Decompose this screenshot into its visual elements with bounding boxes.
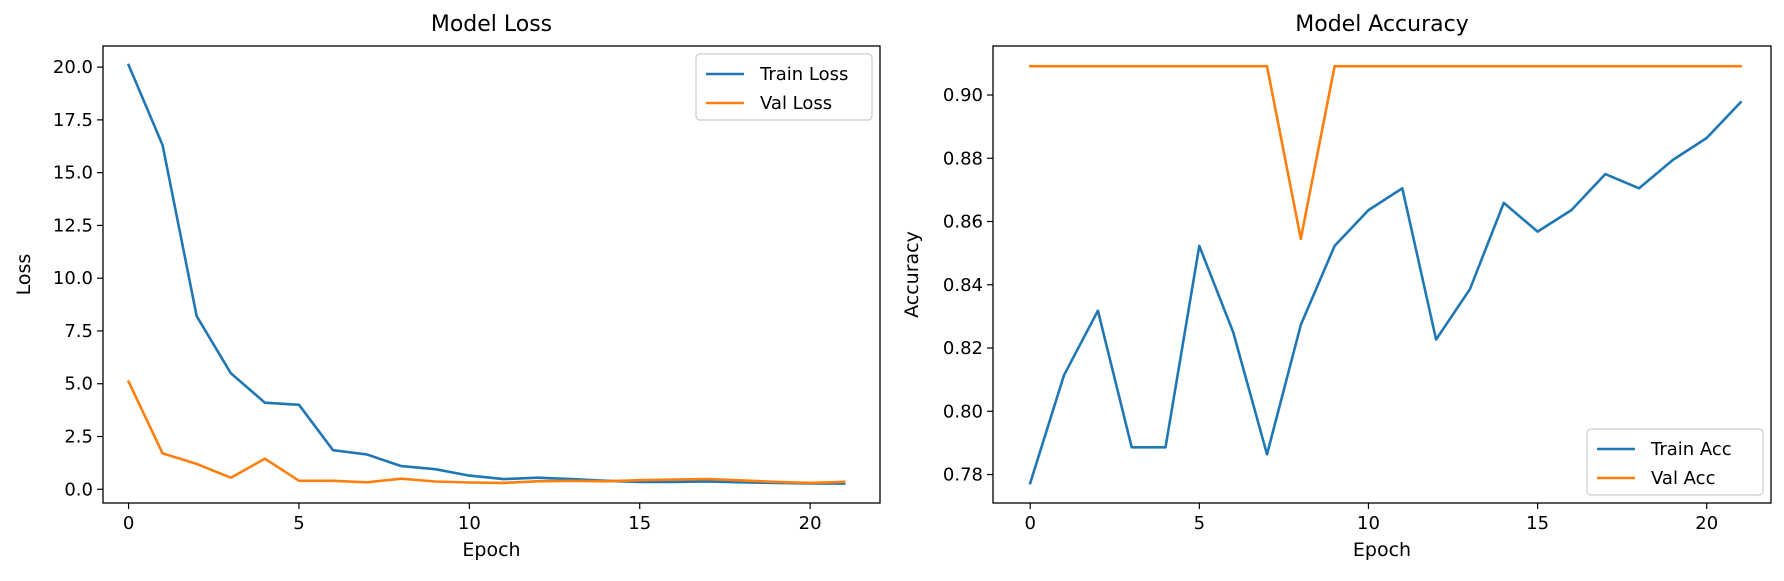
- y-tick-label: 2.5: [64, 427, 93, 448]
- legend-label: Train Loss: [759, 64, 848, 85]
- chart-panel-2: Model Accuracy 0 5 10 15 20 0.78 0.80 0.82 0.84 0.…: [901, 12, 1772, 561]
- y-tick-label: 0.88: [943, 148, 983, 169]
- x-tick-label: 5: [293, 513, 304, 534]
- y-tick-label: 15.0: [53, 163, 93, 184]
- legend-label: Val Loss: [760, 93, 832, 114]
- series-line-val-acc: [1028, 64, 1742, 241]
- x-tick-label: 0: [1024, 513, 1035, 534]
- series-line-train-loss: [126, 63, 846, 485]
- plot-frame: [992, 45, 1772, 504]
- y-tick-label: 7.5: [64, 321, 93, 342]
- legend-label: Train Acc: [1650, 439, 1732, 460]
- x-tick-label: 20: [799, 513, 822, 534]
- y-axis-label: Loss: [13, 254, 35, 296]
- y-tick-label: 10.0: [53, 268, 93, 289]
- y-tick-label: 0.86: [943, 212, 983, 233]
- x-tick-label: 10: [458, 513, 481, 534]
- y-tick-label: 0.82: [943, 338, 983, 359]
- chart-title: Model Accuracy: [1295, 12, 1469, 37]
- x-tick-label: 5: [1194, 513, 1205, 534]
- x-tick-label: 15: [628, 513, 651, 534]
- series-line-train-acc: [1028, 100, 1743, 485]
- y-tick-label: 0.0: [64, 479, 93, 500]
- legend: Train Loss Val Loss: [695, 53, 873, 121]
- y-tick-label: 0.78: [943, 465, 983, 486]
- x-tick-label: 10: [1357, 513, 1380, 534]
- chart-panel-1: Model Loss 0 5 10 15 20 0.0 2.5 5.0 7.5 10.0 12.5 15…: [13, 12, 881, 561]
- y-tick-label: 12.5: [53, 215, 93, 236]
- y-tick-label: 0.84: [943, 275, 983, 296]
- x-tick-label: 15: [1526, 513, 1549, 534]
- x-tick-label: 20: [1695, 513, 1718, 534]
- legend: Train Acc Val Acc: [1586, 428, 1764, 496]
- y-tick-label: 0.80: [943, 401, 983, 422]
- chart-title: Model Loss: [431, 12, 552, 37]
- series-line-val-loss: [126, 379, 846, 485]
- y-tick-label: 0.90: [943, 85, 983, 106]
- y-tick-label: 20.0: [53, 57, 93, 78]
- y-axis-label: Accuracy: [901, 231, 923, 318]
- legend-label: Val Acc: [1651, 468, 1715, 489]
- x-axis-label: Epoch: [1353, 539, 1411, 561]
- y-tick-label: 5.0: [64, 374, 93, 395]
- plot-frame: [102, 45, 881, 504]
- x-axis-label: Epoch: [462, 539, 520, 561]
- y-tick-label: 17.5: [53, 110, 93, 131]
- x-tick-label: 0: [123, 513, 134, 534]
